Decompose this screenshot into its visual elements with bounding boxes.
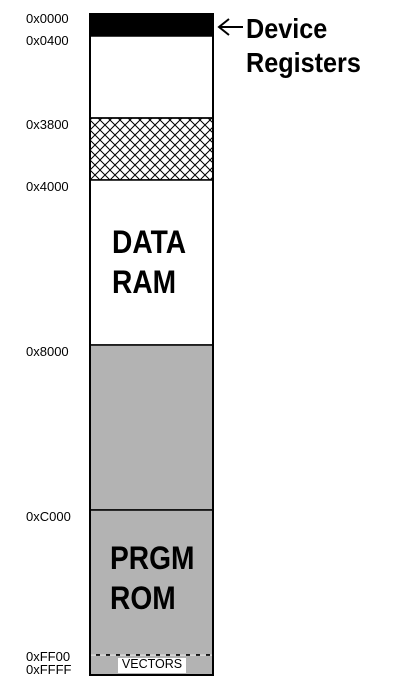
vectors-label-bg [118, 658, 186, 673]
device-registers-block [90, 14, 213, 36]
address-label-0400: 0x0400 [26, 33, 69, 48]
reserved-block [89, 117, 214, 181]
address-label-FFFF: 0xFFFF [26, 662, 72, 677]
memory-map-outline [89, 13, 214, 676]
vectors-label: VECTORS [121, 657, 183, 671]
callout-line1: Device [246, 13, 328, 44]
prgm-rom-block [89, 509, 214, 656]
address-label-4000: 0x4000 [26, 179, 69, 194]
data-ram-label: DATA RAM [112, 222, 186, 302]
address-label-C000: 0xC000 [26, 509, 71, 524]
data-ram-label-line1: DATA [112, 224, 187, 260]
callout-line2: Registers [246, 47, 361, 78]
callout-arrow-icon [217, 18, 243, 36]
unused-block-low [89, 35, 214, 119]
prgm-rom-label-line1: PRGM [110, 540, 195, 576]
address-label-3800: 0x3800 [26, 117, 69, 132]
address-label-FF00: 0xFF00 [26, 649, 71, 664]
device-registers-callout: Device Registers [246, 12, 361, 80]
prgm-rom-label-line2: ROM [110, 580, 176, 616]
rom-upper-block [89, 344, 214, 511]
data-ram-label-line2: RAM [112, 264, 177, 300]
address-label-0000: 0x0000 [26, 11, 69, 26]
address-label-8000: 0x8000 [26, 344, 69, 359]
prgm-rom-label: PRGM ROM [110, 538, 194, 618]
